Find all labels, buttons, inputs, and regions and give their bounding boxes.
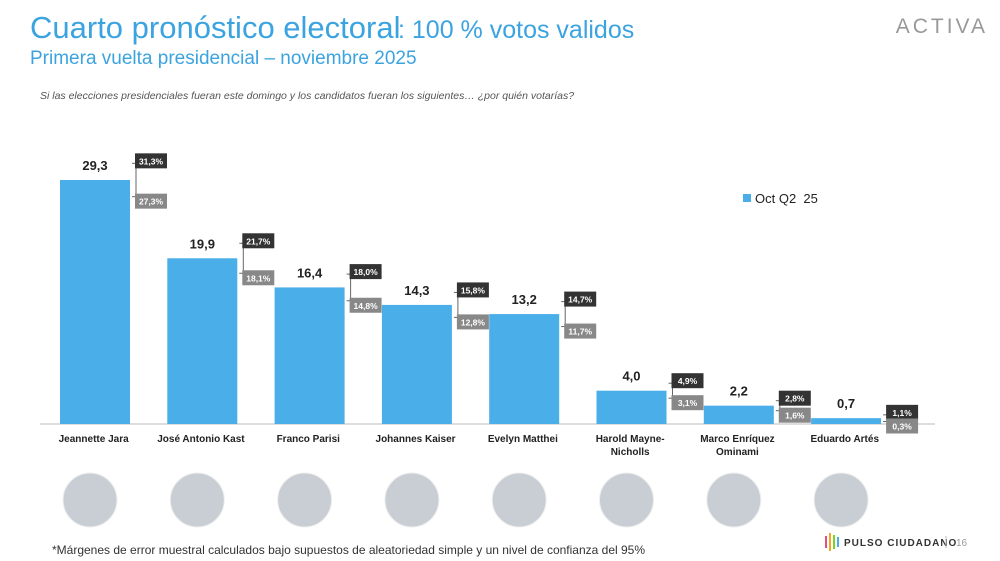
bar <box>60 180 130 424</box>
candidate-photo <box>384 472 440 528</box>
question: Si las elecciones presidenciales fueran … <box>40 90 574 102</box>
lower-box <box>456 314 489 330</box>
upper-box <box>349 264 382 280</box>
bar <box>596 390 667 424</box>
upper-label: 15,8% <box>461 285 486 295</box>
lower-label: 27,3% <box>139 197 164 207</box>
upper-label: 14,7% <box>568 295 593 305</box>
lower-label: 12,8% <box>461 317 486 327</box>
source: PULSO CIUDADANO <box>844 538 957 549</box>
upper-label: 31,3% <box>139 156 164 166</box>
lower-label: 14,8% <box>354 301 379 311</box>
lower-box <box>671 395 704 411</box>
footnote: *Márgenes de error muestral calculados b… <box>52 543 645 557</box>
x-tick-label: Eduardo Artés <box>810 434 880 445</box>
lower-box <box>886 418 919 434</box>
lower-box <box>778 407 811 423</box>
value-label: 13,2 <box>512 292 537 307</box>
legend-label: Oct Q2 25 <box>755 191 818 206</box>
candidate-photo <box>491 472 547 528</box>
lower-label: 0,3% <box>892 422 912 432</box>
upper-box <box>242 233 275 249</box>
lower-label: 18,1% <box>246 273 271 283</box>
subtitle: Primera vuelta presidencial – noviembre … <box>30 48 417 69</box>
value-label: 4,0 <box>622 369 640 384</box>
upper-box <box>456 282 489 298</box>
value-label: 16,4 <box>297 265 323 280</box>
x-tick-label: Harold Mayne-Nicholls <box>595 434 665 458</box>
bar <box>381 304 452 424</box>
x-tick-label: Johannes Kaiser <box>375 434 456 445</box>
candidate-photo <box>599 472 654 528</box>
value-label: 2,2 <box>730 384 748 399</box>
x-tick-label: Franco Parisi <box>276 434 340 445</box>
title-note: : 100 % votos validos <box>398 16 634 44</box>
lower-box <box>349 297 382 313</box>
x-tick-label: Jeannette Jara <box>58 434 129 445</box>
lower-label: 11,7% <box>568 327 592 337</box>
lower-box <box>242 270 275 286</box>
upper-box <box>886 404 919 420</box>
chart-title: Cuarto pronóstico electoral <box>30 10 400 45</box>
bar <box>167 258 238 424</box>
upper-box <box>564 291 597 307</box>
source-logo: PULSO CIUDADANO 16 <box>825 533 968 551</box>
bar <box>274 287 345 424</box>
upper-label: 1,1% <box>892 408 912 418</box>
upper-label: 2,8% <box>785 394 805 404</box>
upper-label: 18,0% <box>354 267 379 277</box>
bar <box>703 405 774 424</box>
candidate-photo <box>169 472 225 528</box>
candidate-photo <box>706 472 762 528</box>
upper-box <box>135 153 167 169</box>
upper-label: 4,9% <box>678 376 698 386</box>
lower-label: 3,1% <box>678 398 698 408</box>
page-number: 16 <box>956 538 968 549</box>
candidate-photo <box>277 472 333 528</box>
lower-label: 1,6% <box>785 411 805 421</box>
x-tick-label: Marco Enríquez Ominami <box>700 434 775 458</box>
legend-swatch <box>743 194 751 202</box>
upper-box <box>778 390 811 406</box>
lower-box <box>564 323 597 339</box>
x-tick-label: Evelyn Matthei <box>487 434 558 445</box>
brand: ACTIVA <box>896 15 988 38</box>
candidate-photo <box>62 472 118 528</box>
upper-label: 21,7% <box>246 236 271 246</box>
bar <box>811 418 882 424</box>
candidate-photo <box>813 472 869 528</box>
bar <box>489 314 560 424</box>
x-tick-label: José Antonio Kast <box>157 434 245 445</box>
upper-box <box>671 373 704 389</box>
value-label: 14,3 <box>404 283 429 298</box>
lower-box <box>135 193 167 209</box>
value-label: 0,7 <box>837 396 855 411</box>
value-label: 29,3 <box>82 158 107 173</box>
value-label: 19,9 <box>190 236 215 251</box>
